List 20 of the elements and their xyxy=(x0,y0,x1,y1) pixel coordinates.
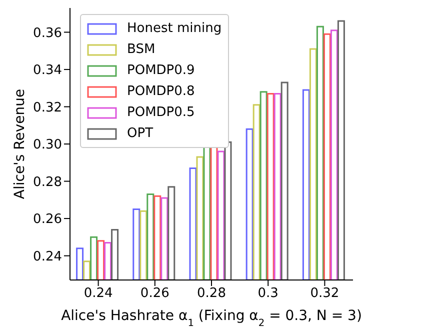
legend-label: Honest mining xyxy=(127,21,222,36)
x-tick-label: 0.24 xyxy=(84,286,113,302)
x-tick-label: 0.28 xyxy=(197,286,226,302)
x-tick-label: 0.26 xyxy=(140,286,170,302)
x-axis-title: Alice's Hashrate α$_{1}$ (Fixing α$_{2}$ = 0.3, N = 3) xyxy=(61,308,362,328)
legend-label: POMDP0.8 xyxy=(127,84,195,99)
y-tick-label: 0.26 xyxy=(33,212,62,228)
legend-label: POMDP0.9 xyxy=(127,63,195,78)
y-tick-label: 0.30 xyxy=(33,138,62,153)
x-tick-label: 0.32 xyxy=(310,286,340,302)
y-tick-label: 0.24 xyxy=(33,249,62,264)
y-tick-label: 0.34 xyxy=(33,63,62,78)
legend-label: BSM xyxy=(127,42,156,57)
y-tick-label: 0.32 xyxy=(33,100,62,116)
x-tick-label: 0.3 xyxy=(258,286,278,302)
y-axis-title: Alice's Revenue xyxy=(12,88,28,200)
y-tick-label: 0.28 xyxy=(33,174,62,190)
legend-label: OPT xyxy=(127,126,154,141)
y-tick-label: 0.36 xyxy=(33,26,62,41)
legend-label: POMDP0.5 xyxy=(127,105,195,120)
